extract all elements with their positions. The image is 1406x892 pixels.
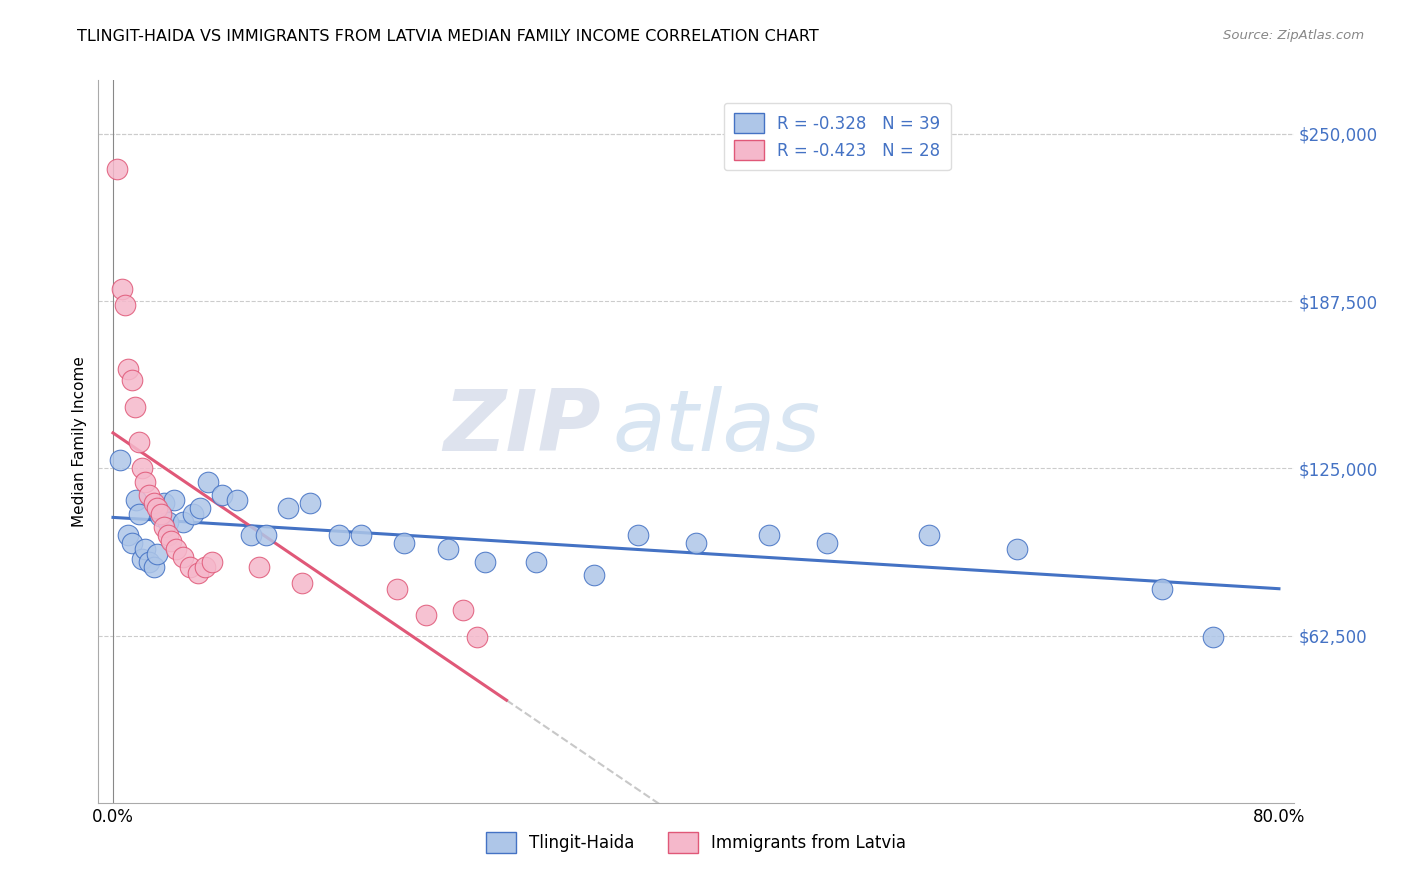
Point <box>114 298 136 312</box>
Point <box>1152 582 1174 596</box>
Point <box>1202 630 1225 644</box>
Point <box>157 515 180 529</box>
Point <box>121 536 143 550</box>
Point <box>142 496 165 510</box>
Point <box>172 515 194 529</box>
Point <box>121 373 143 387</box>
Point <box>394 536 416 550</box>
Text: ZIP: ZIP <box>443 385 600 468</box>
Point <box>524 555 547 569</box>
Text: atlas: atlas <box>613 385 820 468</box>
Point <box>467 630 489 644</box>
Point <box>145 501 167 516</box>
Point <box>474 555 496 569</box>
Point <box>247 560 270 574</box>
Point <box>134 541 156 556</box>
Point <box>160 533 183 548</box>
Point <box>131 461 153 475</box>
Point <box>165 541 187 556</box>
Point <box>157 528 180 542</box>
Point <box>150 507 173 521</box>
Point <box>111 282 134 296</box>
Point <box>201 555 224 569</box>
Point <box>197 475 219 489</box>
Point <box>437 541 460 556</box>
Legend: Tlingit-Haida, Immigrants from Latvia: Tlingit-Haida, Immigrants from Latvia <box>479 826 912 860</box>
Point <box>181 507 204 521</box>
Point <box>153 496 176 510</box>
Point <box>163 493 186 508</box>
Point <box>627 528 650 542</box>
Point <box>582 568 605 582</box>
Point <box>172 549 194 564</box>
Point <box>124 400 146 414</box>
Point <box>117 362 139 376</box>
Point <box>194 560 217 574</box>
Point <box>186 566 208 580</box>
Point <box>815 536 838 550</box>
Text: Source: ZipAtlas.com: Source: ZipAtlas.com <box>1223 29 1364 42</box>
Point <box>105 161 128 176</box>
Point <box>291 576 314 591</box>
Point <box>254 528 277 542</box>
Point <box>142 560 165 574</box>
Point <box>138 555 160 569</box>
Text: TLINGIT-HAIDA VS IMMIGRANTS FROM LATVIA MEDIAN FAMILY INCOME CORRELATION CHART: TLINGIT-HAIDA VS IMMIGRANTS FROM LATVIA … <box>77 29 820 44</box>
Point <box>758 528 780 542</box>
Point <box>128 434 150 449</box>
Point <box>328 528 350 542</box>
Point <box>134 475 156 489</box>
Y-axis label: Median Family Income: Median Family Income <box>72 356 87 527</box>
Point <box>1005 541 1028 556</box>
Point <box>179 560 201 574</box>
Point <box>918 528 941 542</box>
Point <box>277 501 299 516</box>
Point <box>145 547 167 561</box>
Point <box>685 536 707 550</box>
Point <box>415 608 437 623</box>
Point <box>298 496 321 510</box>
Point <box>240 528 263 542</box>
Point <box>225 493 247 508</box>
Point <box>350 528 373 542</box>
Point <box>451 603 474 617</box>
Point <box>125 493 148 508</box>
Point <box>149 509 172 524</box>
Point <box>153 520 176 534</box>
Point <box>190 501 212 516</box>
Point <box>138 488 160 502</box>
Point <box>211 488 233 502</box>
Point <box>110 453 132 467</box>
Point <box>128 507 150 521</box>
Point <box>131 552 153 566</box>
Point <box>117 528 139 542</box>
Point <box>385 582 409 596</box>
